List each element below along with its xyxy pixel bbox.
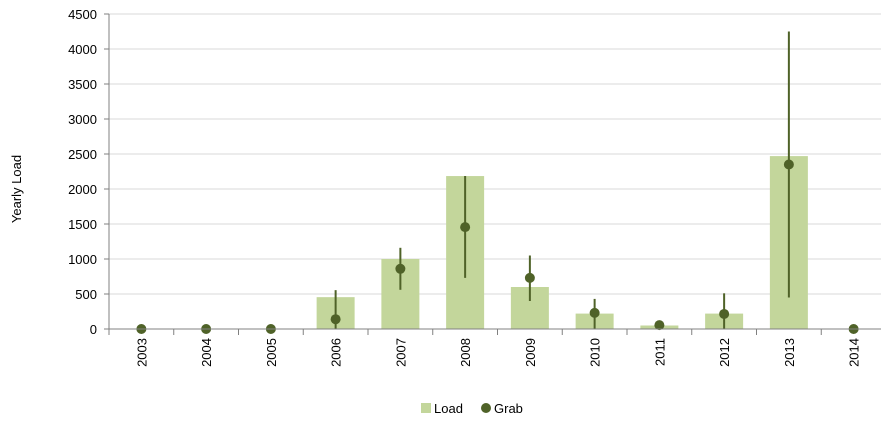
y-tick-label: 0 (90, 322, 97, 337)
axes (104, 13, 881, 335)
x-tick-label: 2008 (458, 338, 473, 367)
y-tick-label: 2500 (68, 147, 97, 162)
y-tick-label: 4000 (68, 42, 97, 57)
grab-point-2013 (783, 159, 794, 170)
x-tick-label: 2009 (523, 338, 538, 367)
x-tick-label: 2003 (134, 338, 149, 367)
y-tick-label: 500 (75, 287, 97, 302)
legend-load-label: Load (434, 401, 463, 416)
y-tick-labels: 0 500 1000 1500 2000 2500 3000 3500 4000 4500 (68, 7, 97, 337)
load-bars (316, 156, 808, 329)
grab-point-2011 (654, 320, 665, 331)
x-tick-label: 2012 (717, 338, 732, 367)
y-tick-label: 3000 (68, 112, 97, 127)
gridlines (109, 13, 881, 295)
y-tick-label: 1500 (68, 217, 97, 232)
grab-points (136, 159, 859, 334)
x-tick-label: 2006 (329, 338, 344, 367)
x-tick-label: 2007 (393, 338, 408, 367)
grab-point-2007 (395, 263, 406, 274)
x-tick-label: 2013 (782, 338, 797, 367)
legend-load-swatch (421, 403, 431, 413)
x-tick-label: 2005 (264, 338, 279, 367)
grab-point-2006 (330, 314, 341, 325)
y-tick-label: 3500 (68, 77, 97, 92)
x-tick-labels: 2003 2004 2005 2006 2007 2008 2009 2010 2011 2012… (134, 338, 861, 367)
legend-grab-label: Grab (494, 401, 523, 416)
y-tick-label: 2000 (68, 182, 97, 197)
x-tick-label: 2004 (199, 338, 214, 367)
y-tick-label: 4500 (68, 7, 97, 22)
x-tick-label: 2014 (847, 338, 862, 367)
grab-point-2009 (524, 272, 535, 283)
grab-point-2010 (589, 307, 600, 318)
y-tick-label: 1000 (68, 252, 97, 267)
legend: Load Grab (421, 401, 523, 416)
grab-point-2012 (719, 308, 730, 319)
grab-point-2008 (460, 222, 471, 233)
x-tick-label: 2010 (588, 338, 603, 367)
legend-grab-marker (481, 403, 491, 413)
x-tick-label: 2011 (652, 338, 667, 366)
y-axis-label: Yearly Load (9, 155, 24, 223)
